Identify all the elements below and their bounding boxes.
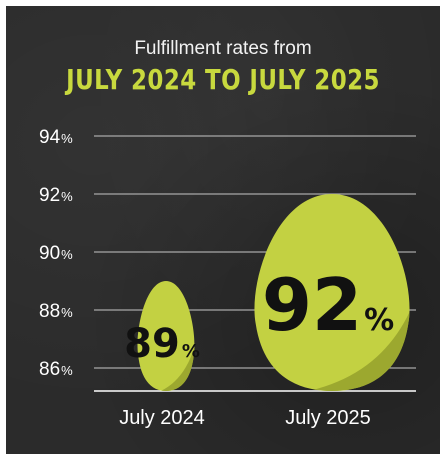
chart-plot: 94% 92% 90% 88% 86% 89 % July 2024 92% July 2025 bbox=[39, 127, 416, 429]
x-category-label-july-2025: July 2025 bbox=[285, 407, 371, 429]
y-tick-label-86: 86% bbox=[39, 359, 73, 380]
x-category-label-july-2024: July 2024 bbox=[119, 407, 205, 429]
data-label-july-2025: 92% bbox=[262, 263, 394, 347]
data-label-july-2024: 89% bbox=[124, 321, 200, 367]
y-tick-label-94: 94% bbox=[39, 127, 73, 148]
y-tick-label-92: 92% bbox=[39, 185, 73, 206]
egg-bubble-july-2024 bbox=[137, 281, 195, 391]
y-tick-label-90: 90% bbox=[39, 243, 73, 264]
egg-bubble-july-2025 bbox=[254, 194, 410, 391]
chart-card: Fulfillment rates from JULY 2024 TO JULY… bbox=[6, 6, 440, 454]
chart-subtitle: Fulfillment rates from bbox=[134, 38, 312, 59]
chart-title: JULY 2024 TO JULY 2025 bbox=[66, 63, 380, 96]
y-tick-label-88: 88% bbox=[39, 301, 73, 322]
